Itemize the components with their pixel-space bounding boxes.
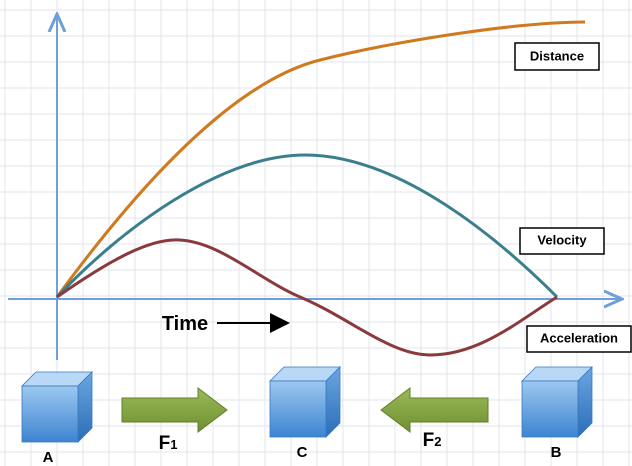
force-letter: F: [423, 430, 435, 451]
force-arrow: [121, 386, 228, 434]
force-arrow: [380, 386, 489, 434]
label-box: [519, 227, 605, 255]
force-subscript: 2: [434, 434, 441, 449]
acceleration-label: Acceleration: [540, 330, 618, 345]
block-label: A: [43, 449, 54, 466]
acceleration-curve: [56, 238, 558, 357]
block-label: C: [297, 444, 308, 461]
force-letter: F: [159, 433, 171, 454]
cube-front: [269, 380, 327, 438]
block-label: B: [551, 444, 562, 461]
force-subscript: 1: [170, 437, 177, 452]
force-label: F2: [423, 430, 442, 451]
label-box: [514, 42, 600, 71]
label-box: [526, 325, 632, 353]
cube-front: [521, 380, 579, 438]
cube-front: [21, 385, 79, 443]
time-label: Time: [162, 313, 208, 335]
distance-label: Distance: [530, 48, 584, 63]
velocity-curve: [55, 153, 559, 299]
velocity-label: Velocity: [537, 232, 587, 247]
force-label: F1: [159, 433, 178, 454]
distance-curve: [55, 20, 586, 298]
